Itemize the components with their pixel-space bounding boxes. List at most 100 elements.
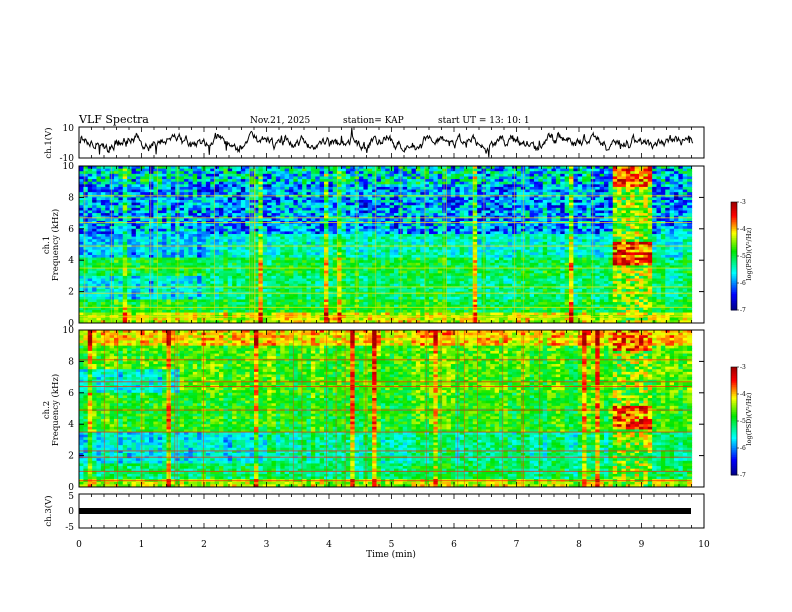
- spectrogram-cell: [503, 197, 509, 201]
- spectrogram-cell: [450, 171, 456, 175]
- spectrogram-cell: [131, 249, 137, 253]
- spectrogram-cell: [551, 236, 557, 240]
- spectrogram-cell: [83, 184, 89, 188]
- spectrogram-cell: [372, 176, 378, 180]
- spectrogram-cell: [214, 239, 220, 243]
- spectrogram-cell: [595, 202, 601, 206]
- spectrogram-cell: [289, 247, 294, 251]
- spectrogram-cell: [590, 228, 596, 233]
- spectrogram-cell: [341, 168, 347, 172]
- spectrogram-cell: [240, 181, 246, 185]
- spectrogram-cell: [306, 228, 312, 233]
- spectrogram-cell: [538, 226, 544, 230]
- spectrogram-cell: [450, 257, 456, 261]
- spectrogram-cell: [442, 205, 448, 209]
- spectrogram-cell: [634, 186, 640, 191]
- spectrogram-cell: [96, 179, 102, 183]
- spectrogram-cell: [192, 236, 198, 240]
- spectrogram-cell: [538, 236, 544, 240]
- spectrogram-cell: [516, 168, 522, 172]
- spectrogram-cell: [577, 234, 583, 238]
- spectrogram-cell: [415, 236, 421, 240]
- spectrogram-cell: [665, 168, 671, 172]
- spectrogram-cell: [525, 176, 531, 180]
- spectrogram-cell: [394, 166, 399, 170]
- spectrogram-cell: [687, 192, 693, 196]
- spectrogram-cell: [302, 171, 308, 175]
- spectrogram-cell: [652, 236, 658, 240]
- spectrogram-cell: [332, 207, 338, 212]
- spectrogram-cell: [647, 176, 653, 180]
- spectrogram-cell: [337, 184, 343, 188]
- spectrogram-cell: [402, 215, 408, 219]
- spectrogram-cell: [380, 168, 386, 172]
- spectrogram-cell: [114, 181, 119, 185]
- spectrogram-cell: [687, 171, 693, 175]
- spectrogram-cell: [516, 247, 522, 251]
- spectrogram-cell: [96, 226, 102, 230]
- spectrogram-cell: [394, 200, 399, 204]
- spectrogram-cell: [625, 202, 631, 206]
- header-start-ut: start UT = 13: 10: 1: [438, 116, 530, 126]
- spectrogram-cell: [359, 228, 364, 233]
- spectrogram-cell: [678, 184, 684, 188]
- spectrogram-cell: [442, 189, 448, 193]
- spectrogram-cell: [564, 252, 570, 256]
- spectrogram-cell: [310, 223, 316, 227]
- spectrogram-cell: [678, 223, 684, 227]
- spectrogram-cell: [608, 171, 614, 175]
- spectrogram-cell: [341, 205, 347, 209]
- spectrogram-cell: [573, 241, 579, 246]
- spectrogram-cell: [450, 200, 456, 204]
- spectrogram-cell: [345, 200, 351, 204]
- spectrogram-cell: [477, 223, 483, 227]
- spectrogram-cell: [678, 202, 684, 206]
- spectrogram-cell: [162, 197, 168, 201]
- spectrogram-cell: [678, 166, 684, 170]
- spectrogram-cell: [157, 231, 163, 235]
- spectrogram-cell: [284, 254, 290, 259]
- spectrogram-cell: [464, 234, 469, 238]
- spectrogram-cell: [96, 171, 102, 175]
- spectrogram-cell: [538, 189, 544, 193]
- spectrogram-cell: [555, 241, 561, 246]
- spectrogram-cell: [214, 247, 220, 251]
- spectrogram-cell: [284, 210, 290, 214]
- spectrogram-cell: [219, 239, 224, 243]
- spectrogram-cell: [293, 239, 299, 243]
- spectrogram-cell: [83, 186, 89, 191]
- spectrogram-cell: [328, 249, 334, 253]
- spectrogram-cell: [114, 239, 119, 243]
- spectrogram-cell: [485, 218, 491, 222]
- spectrogram-cell: [380, 186, 386, 191]
- spectrogram-cell: [210, 197, 216, 201]
- spectrogram-cell: [429, 184, 434, 188]
- spectrogram-cell: [420, 236, 426, 240]
- spectrogram-cell: [188, 186, 194, 191]
- spectrogram-cell: [450, 194, 456, 198]
- spectrogram-cell: [214, 176, 220, 180]
- spectrogram-cell: [534, 228, 539, 233]
- spectrogram-cell: [284, 247, 290, 251]
- spectrogram-cell: [310, 239, 316, 243]
- spectrogram-cell: [490, 254, 496, 259]
- spectrogram-cell: [188, 234, 194, 238]
- spectrogram-cell: [525, 249, 531, 253]
- spectrogram-cell: [236, 247, 242, 251]
- spectrogram-cell: [450, 202, 456, 206]
- spectrogram-cell: [188, 200, 194, 204]
- spectrogram-cell: [569, 166, 574, 170]
- spectrogram-cell: [472, 213, 478, 217]
- spectrogram-cell: [188, 176, 194, 180]
- spectrogram-cell: [337, 181, 343, 185]
- spectrogram-cell: [293, 168, 299, 172]
- spectrogram-cell: [306, 207, 312, 212]
- spectrogram-cell: [394, 181, 399, 185]
- spectrogram-cell: [564, 181, 570, 185]
- spectrogram-cell: [219, 171, 224, 175]
- spectrogram-cell: [582, 166, 588, 170]
- spectrogram-cell: [153, 166, 159, 170]
- spectrogram-cell: [197, 200, 203, 204]
- spectrogram-cell: [114, 228, 119, 233]
- spectrogram-cell: [350, 257, 356, 261]
